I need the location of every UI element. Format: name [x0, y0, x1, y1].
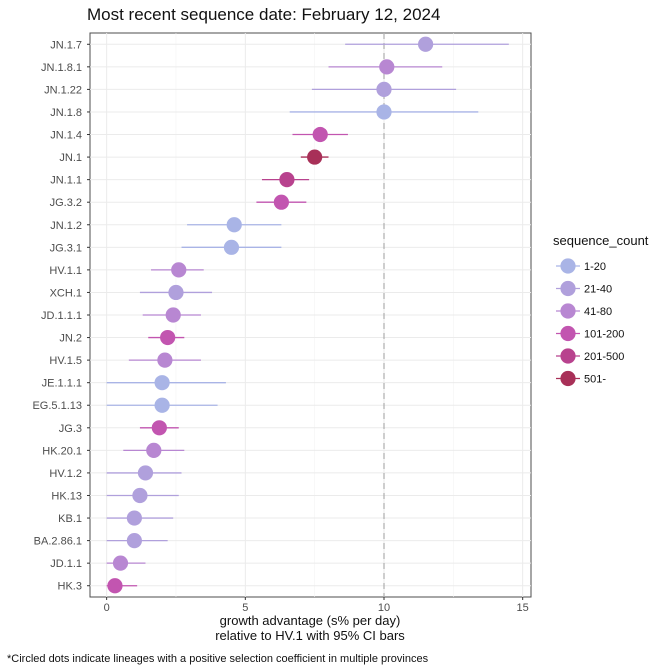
y-axis-labels: JN.1.7 JN.1.8.1 JN.1.22 JN.1.8 JN.1.4 JN.1 JN.… [32, 39, 90, 593]
y-axis-label: JD.1.1 [50, 558, 82, 570]
y-axis-label: JG.3 [59, 423, 82, 435]
x-axis-title-line1: growth advantage (s% per day) [220, 613, 401, 628]
y-axis-label: HV.1.1 [49, 265, 82, 277]
y-axis-label: JG.3.2 [50, 197, 82, 209]
y-axis-label: JE.1.1.1 [42, 378, 82, 390]
y-axis-label: JN.1.7 [50, 39, 82, 51]
data-point [168, 284, 184, 301]
data-point [112, 555, 129, 571]
data-point [418, 36, 434, 52]
x-axis-title-line2: relative to HV.1 with 95% CI bars [215, 628, 405, 643]
caption: *Circled dots indicate lineages with a p… [7, 653, 429, 665]
data-point [154, 375, 170, 391]
data-point [379, 59, 395, 75]
data-point [126, 510, 142, 526]
y-axis-label: KB.1 [58, 513, 82, 525]
data-point [165, 307, 181, 323]
x-tick-label: 0 [104, 602, 110, 614]
data-point [132, 487, 148, 504]
data-point [171, 262, 187, 278]
data-point [107, 578, 123, 594]
data-point [160, 329, 176, 346]
legend-label: 21-40 [584, 284, 612, 296]
y-axis-label: JN.1 [59, 152, 82, 164]
data-point [376, 81, 392, 97]
legend-key-dot [560, 325, 576, 342]
data-point [279, 172, 295, 188]
legend-label: 501- [584, 374, 606, 386]
legend-key-dot [560, 370, 576, 387]
y-axis-label: JN.2 [59, 333, 82, 345]
legend-items: 1-20 21-40 41-80 101-200 201-500 501- [556, 258, 624, 387]
data-point [154, 397, 170, 413]
y-axis-label: HK.20.1 [42, 445, 82, 457]
data-point [376, 104, 392, 120]
y-axis-label: HK.13 [51, 490, 82, 502]
y-axis-label: JN.1.22 [44, 84, 82, 96]
y-axis-label: JG.3.1 [50, 242, 82, 254]
point-estimates [107, 36, 434, 594]
legend-key-dot [560, 258, 576, 274]
legend-title: sequence_count [553, 233, 649, 248]
data-point [151, 420, 167, 436]
x-tick-label: 5 [242, 602, 248, 614]
chart-title: Most recent sequence date: February 12, … [87, 5, 440, 24]
legend-key-dot [560, 348, 576, 364]
data-point [312, 126, 328, 143]
data-point [223, 239, 240, 255]
data-point [137, 465, 154, 481]
y-axis-label: JN.1.2 [50, 220, 82, 232]
legend: sequence_count 1-20 21-40 41-80 101-200 201-… [553, 233, 649, 387]
legend-label: 101-200 [584, 329, 624, 341]
y-axis-label: HK.3 [58, 581, 82, 593]
x-tick-label: 10 [378, 602, 390, 614]
legend-label: 41-80 [584, 306, 612, 318]
y-axis-label: XCH.1 [50, 287, 82, 299]
y-axis-label: HV.1.2 [49, 468, 82, 480]
y-axis-label: JN.1.4 [50, 130, 82, 142]
y-axis-label: EG.5.1.13 [32, 400, 82, 412]
data-point [126, 533, 142, 549]
legend-key-dot [560, 280, 576, 297]
y-axis-label: JN.1.1 [50, 175, 82, 187]
data-point [307, 149, 323, 165]
x-tick-label: 15 [517, 602, 529, 614]
y-axis-label: JN.1.8 [50, 107, 82, 119]
data-point [273, 194, 289, 210]
legend-label: 201-500 [584, 351, 624, 363]
data-point [157, 352, 173, 368]
y-axis-label: JD.1.1.1 [41, 310, 82, 322]
y-axis-label: JN.1.8.1 [41, 62, 82, 74]
legend-key-dot [560, 303, 576, 319]
legend-label: 1-20 [584, 261, 606, 273]
data-point [146, 442, 162, 458]
x-axis-ticks: 0 5 10 15 [104, 597, 529, 614]
y-axis-label: HV.1.5 [49, 355, 82, 367]
y-axis-label: BA.2.86.1 [34, 536, 82, 548]
data-point [226, 217, 242, 233]
